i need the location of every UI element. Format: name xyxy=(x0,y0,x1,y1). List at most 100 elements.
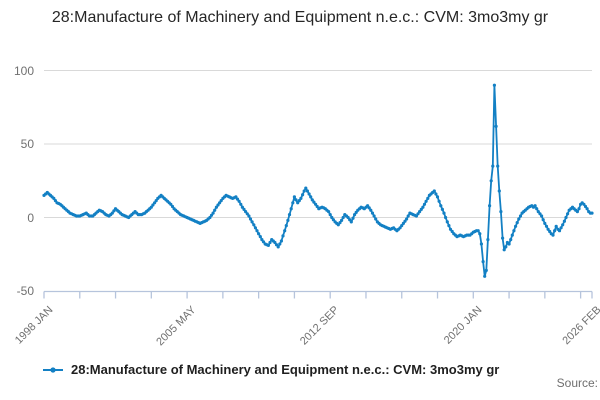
legend-label: 28:Manufacture of Machinery and Equipmen… xyxy=(71,362,500,377)
data-point-marker xyxy=(314,202,318,206)
data-point-marker xyxy=(518,214,523,218)
data-point-marker xyxy=(367,206,371,210)
data-point-marker xyxy=(208,215,212,220)
data-point-marker xyxy=(374,217,378,221)
data-point-marker xyxy=(258,235,262,239)
data-point-marker xyxy=(169,202,173,206)
data-point-marker xyxy=(244,210,248,214)
data-point-marker xyxy=(341,215,345,220)
data-point-marker xyxy=(261,240,266,244)
data-point-marker xyxy=(483,274,487,278)
data-point-marker xyxy=(239,202,243,206)
data-point-marker xyxy=(297,199,301,203)
data-point-marker xyxy=(536,210,540,214)
series-markers xyxy=(42,83,594,278)
data-point-marker xyxy=(424,199,428,203)
data-point-marker xyxy=(255,229,259,233)
data-point-marker xyxy=(557,229,562,233)
data-point-marker xyxy=(219,199,223,203)
data-point-marker xyxy=(52,196,56,200)
data-point-marker xyxy=(544,224,549,228)
data-point-marker xyxy=(331,218,335,222)
data-point-marker xyxy=(562,219,567,223)
data-point-marker xyxy=(153,201,157,205)
y-tick-label: 0 xyxy=(27,210,34,225)
data-point-marker xyxy=(247,214,251,218)
data-point-marker xyxy=(279,239,283,243)
y-tick-label: -50 xyxy=(16,284,34,298)
data-point-marker xyxy=(559,226,563,230)
data-point-marker xyxy=(437,199,441,203)
series-line xyxy=(43,84,592,278)
data-point-marker xyxy=(514,224,518,228)
data-point-marker xyxy=(307,192,311,196)
data-point-marker xyxy=(492,83,496,87)
data-point-marker xyxy=(533,204,537,208)
data-point-marker xyxy=(554,224,558,228)
data-point-marker xyxy=(257,232,261,236)
data-point-marker xyxy=(497,189,501,193)
data-point-marker xyxy=(496,164,500,168)
data-point-marker xyxy=(448,227,453,231)
data-point-marker xyxy=(501,236,505,240)
data-point-marker xyxy=(421,205,425,209)
data-point-marker xyxy=(577,207,581,211)
data-point-marker xyxy=(268,240,272,245)
data-point-marker xyxy=(276,245,280,249)
data-point-marker xyxy=(450,229,454,234)
data-point-marker xyxy=(478,232,482,236)
data-point-marker xyxy=(312,200,316,204)
data-point-marker xyxy=(305,189,309,193)
data-point-marker xyxy=(211,211,215,215)
data-point-marker xyxy=(330,215,334,220)
data-point-marker xyxy=(484,268,488,272)
data-point-marker xyxy=(499,210,503,214)
data-point-marker xyxy=(245,212,249,216)
data-point-marker xyxy=(445,220,449,224)
data-point-marker xyxy=(284,224,288,228)
data-point-marker xyxy=(354,210,358,214)
data-point-marker xyxy=(292,195,296,199)
data-point-marker xyxy=(509,238,513,242)
y-tick-label: 100 xyxy=(13,63,34,78)
data-point-marker xyxy=(218,201,222,205)
data-point-marker xyxy=(214,205,218,209)
data-point-marker xyxy=(447,224,451,228)
data-point-marker xyxy=(369,208,373,212)
data-point-marker xyxy=(401,221,405,225)
data-point-marker xyxy=(351,216,355,220)
data-point-marker xyxy=(266,243,270,247)
data-point-marker xyxy=(151,203,155,207)
data-point-marker xyxy=(296,201,300,205)
data-point-marker xyxy=(551,233,555,237)
data-point-marker xyxy=(304,186,308,190)
data-point-marker xyxy=(252,223,256,227)
data-point-marker xyxy=(517,217,521,221)
data-point-marker xyxy=(398,226,402,230)
data-point-marker xyxy=(283,229,287,233)
data-point-marker xyxy=(302,189,306,193)
data-point-marker xyxy=(112,209,116,213)
data-point-marker xyxy=(553,229,557,233)
data-point-marker xyxy=(250,220,254,224)
data-point-marker xyxy=(403,219,407,223)
data-point-marker xyxy=(340,218,344,222)
data-point-marker xyxy=(541,218,545,222)
data-point-marker xyxy=(289,207,293,211)
data-point-marker xyxy=(260,238,264,242)
data-point-marker xyxy=(488,204,492,208)
data-point-marker xyxy=(294,198,298,202)
data-point-marker xyxy=(315,204,319,209)
data-point-marker xyxy=(400,224,404,228)
data-point-marker xyxy=(278,242,282,246)
data-point-marker xyxy=(110,211,114,215)
data-point-marker xyxy=(309,195,313,199)
data-point-marker xyxy=(439,204,443,208)
data-point-marker xyxy=(575,210,580,214)
data-point-marker xyxy=(432,189,436,193)
data-point-marker xyxy=(273,240,277,245)
data-point-marker xyxy=(481,260,485,264)
data-point-marker xyxy=(426,196,430,200)
data-point-marker xyxy=(301,193,305,197)
data-point-marker xyxy=(287,213,292,217)
